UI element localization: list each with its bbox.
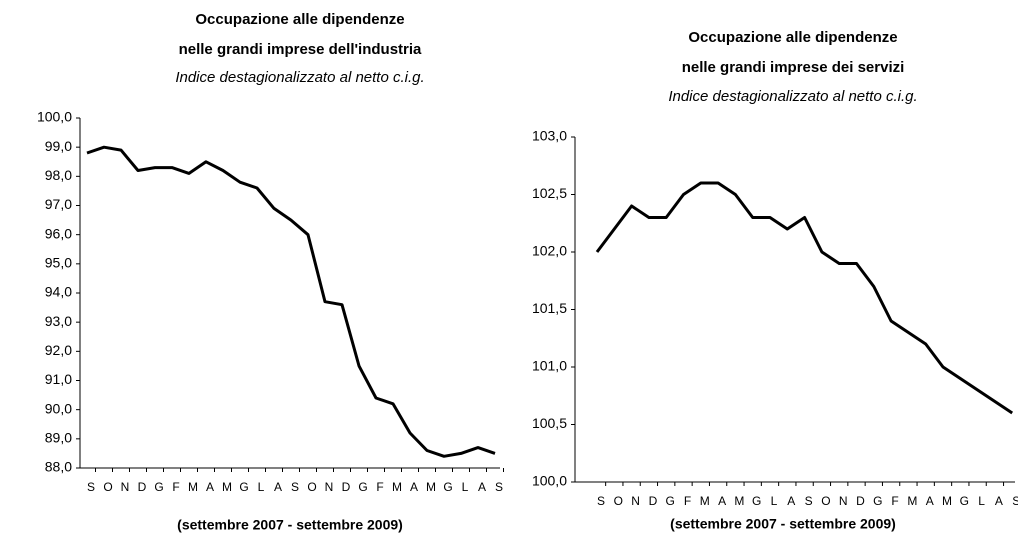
x-tick-label: G xyxy=(752,494,761,508)
x-tick-label: M xyxy=(700,494,710,508)
y-tick-label: 96,0 xyxy=(45,225,72,241)
x-tick-label: F xyxy=(891,494,898,508)
chart-note: Indice destagionalizzato al netto c.i.g. xyxy=(668,88,917,105)
x-tick-label: N xyxy=(325,480,334,494)
x-tick-label: M xyxy=(426,480,436,494)
y-tick-label: 88,0 xyxy=(45,459,72,475)
x-tick-label: S xyxy=(291,480,299,494)
x-tick-label: M xyxy=(734,494,744,508)
x-tick-label: O xyxy=(103,480,112,494)
x-tick-label: A xyxy=(995,494,1003,508)
x-tick-label: L xyxy=(771,494,778,508)
x-tick-label: D xyxy=(342,480,351,494)
x-tick-label: S xyxy=(87,480,95,494)
x-tick-label: F xyxy=(172,480,179,494)
x-tick-label: O xyxy=(821,494,830,508)
x-tick-label: A xyxy=(718,494,726,508)
y-tick-label: 103,0 xyxy=(532,128,567,144)
x-tick-label: L xyxy=(978,494,985,508)
x-tick-label: S xyxy=(1012,494,1018,508)
chart-subtitle: nelle grandi imprese dei servizi xyxy=(682,59,905,76)
x-tick-label: A xyxy=(206,480,214,494)
x-tick-label: S xyxy=(597,494,605,508)
y-tick-label: 102,0 xyxy=(532,243,567,259)
chart-title: Occupazione alle dipendenze xyxy=(688,29,897,46)
y-tick-label: 90,0 xyxy=(45,400,72,416)
y-tick-label: 94,0 xyxy=(45,284,72,300)
x-tick-label: A xyxy=(926,494,934,508)
y-tick-label: 89,0 xyxy=(45,430,72,446)
x-axis-label: (settembre 2007 - settembre 2009) xyxy=(670,516,896,532)
x-tick-label: L xyxy=(258,480,265,494)
x-axis-label: (settembre 2007 - settembre 2009) xyxy=(177,517,403,533)
y-tick-label: 100,5 xyxy=(532,415,567,431)
x-tick-label: A xyxy=(478,480,486,494)
x-tick-label: G xyxy=(239,480,248,494)
y-tick-label: 101,5 xyxy=(532,300,567,316)
x-tick-label: A xyxy=(274,480,282,494)
line-series xyxy=(86,145,496,458)
x-tick-label: F xyxy=(684,494,691,508)
chart-note: Indice destagionalizzato al netto c.i.g. xyxy=(175,69,424,86)
x-tick-label: M xyxy=(907,494,917,508)
x-tick-label: G xyxy=(154,480,163,494)
y-tick-label: 97,0 xyxy=(45,196,72,212)
x-tick-label: G xyxy=(873,494,882,508)
x-tick-label: M xyxy=(222,480,232,494)
x-tick-label: D xyxy=(856,494,865,508)
y-tick-label: 99,0 xyxy=(45,138,72,154)
x-tick-label: O xyxy=(614,494,623,508)
x-tick-label: D xyxy=(649,494,658,508)
x-tick-label: S xyxy=(805,494,813,508)
y-tick-label: 101,0 xyxy=(532,358,567,374)
x-tick-label: N xyxy=(631,494,640,508)
y-tick-label: 93,0 xyxy=(45,313,72,329)
x-tick-label: L xyxy=(462,480,469,494)
x-tick-label: A xyxy=(787,494,795,508)
x-tick-label: M xyxy=(188,480,198,494)
x-tick-label: N xyxy=(121,480,130,494)
x-tick-label: S xyxy=(495,480,503,494)
y-tick-label: 95,0 xyxy=(45,255,72,271)
y-tick-label: 92,0 xyxy=(45,342,72,358)
y-tick-label: 91,0 xyxy=(45,371,72,387)
chart-title: Occupazione alle dipendenze xyxy=(195,11,404,28)
y-tick-label: 100,0 xyxy=(532,473,567,489)
x-tick-label: M xyxy=(942,494,952,508)
x-tick-label: G xyxy=(443,480,452,494)
x-tick-label: A xyxy=(410,480,418,494)
line-series xyxy=(595,181,1014,415)
x-tick-label: G xyxy=(666,494,675,508)
y-tick-label: 98,0 xyxy=(45,167,72,183)
x-tick-label: M xyxy=(392,480,402,494)
x-tick-label: F xyxy=(376,480,383,494)
x-tick-label: O xyxy=(307,480,316,494)
y-tick-label: 102,5 xyxy=(532,185,567,201)
x-tick-label: G xyxy=(358,480,367,494)
chart-subtitle: nelle grandi imprese dell'industria xyxy=(179,41,422,58)
x-tick-label: D xyxy=(138,480,147,494)
x-tick-label: G xyxy=(960,494,969,508)
x-tick-label: N xyxy=(839,494,848,508)
y-tick-label: 100,0 xyxy=(37,109,72,125)
